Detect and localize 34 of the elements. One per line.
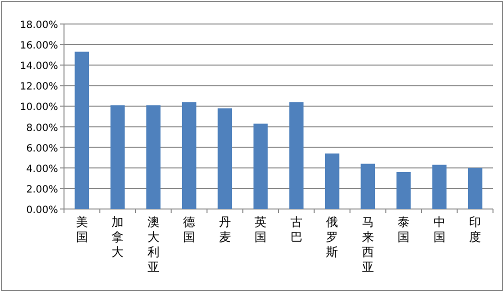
x-tick-label: 丹麦 <box>218 215 231 244</box>
bar <box>432 164 447 209</box>
y-tick-label: 18.00% <box>20 20 58 31</box>
bar <box>110 105 125 209</box>
x-tick-label: 英国 <box>254 215 267 244</box>
y-tick-label: 6.00% <box>26 143 58 154</box>
y-tick-label: 8.00% <box>26 122 58 134</box>
x-tick-label: 澳大利亚 <box>147 215 160 274</box>
y-tick-label: 2.00% <box>26 184 58 196</box>
bar <box>289 102 304 209</box>
bar <box>468 168 482 209</box>
x-tick-label: 马来西亚 <box>362 215 374 274</box>
x-tick-label: 中国 <box>433 215 446 244</box>
x-tick-label: 泰国 <box>398 215 410 244</box>
y-tick-label: 16.00% <box>20 40 58 52</box>
x-tick-label: 俄罗斯 <box>326 215 338 259</box>
x-tick-label: 德国 <box>183 215 196 244</box>
bar <box>324 154 340 209</box>
bar <box>74 52 90 209</box>
x-tick-label: 加拿大 <box>112 215 124 259</box>
bar <box>182 102 196 209</box>
y-tick-label: 12.00% <box>20 82 58 93</box>
bar <box>360 164 376 209</box>
x-tick-label: 古巴 <box>290 215 302 244</box>
y-tick-label: 10.00% <box>20 102 58 114</box>
bar <box>146 105 161 209</box>
y-tick-label: 4.00% <box>26 164 58 175</box>
bar <box>253 124 268 209</box>
x-tick-label: 美国 <box>76 215 88 244</box>
bar <box>218 108 232 209</box>
x-tick-label: 印度 <box>469 215 482 244</box>
bar <box>396 172 411 209</box>
y-tick-label: 14.00% <box>20 61 58 72</box>
y-tick-label: 0.00% <box>26 205 58 216</box>
